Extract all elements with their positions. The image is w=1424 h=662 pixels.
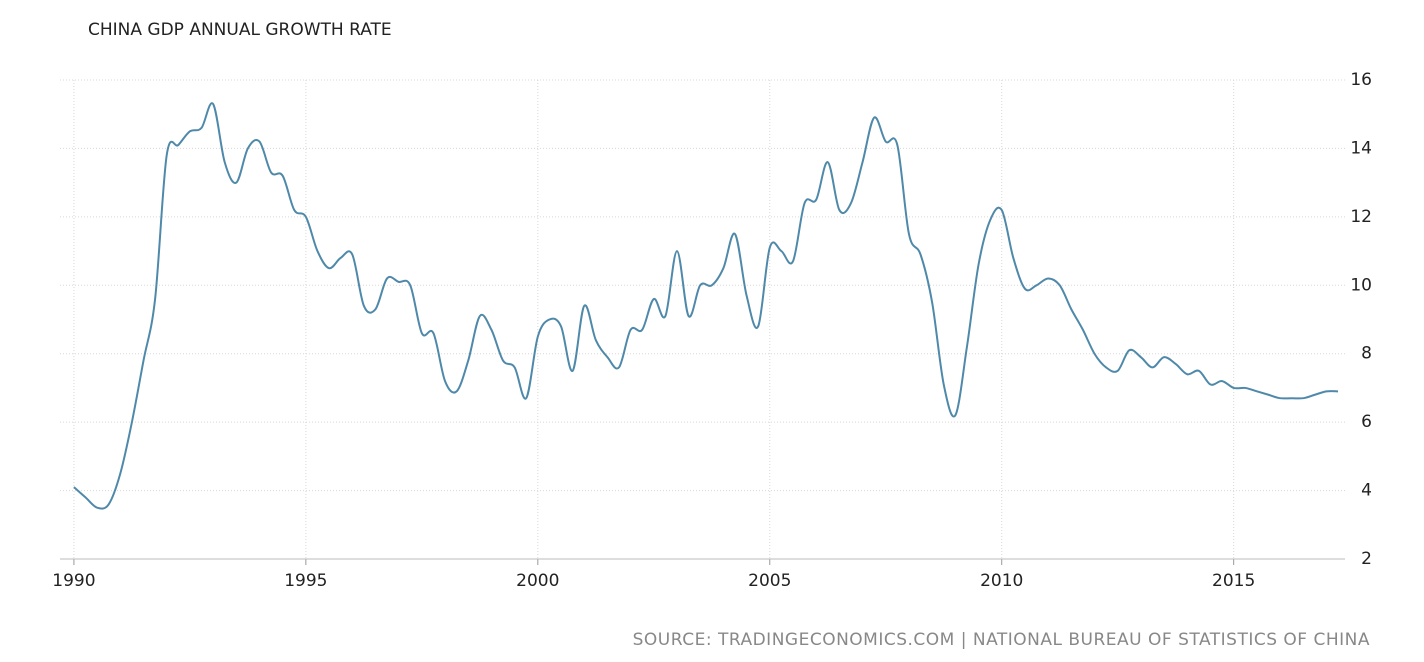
y-tick-label: 8 bbox=[1361, 344, 1372, 364]
x-tick-label: 1995 bbox=[284, 571, 327, 591]
x-tick-label: 2010 bbox=[980, 571, 1023, 591]
y-tick-label: 6 bbox=[1361, 412, 1372, 432]
x-tick-label: 1990 bbox=[52, 571, 95, 591]
y-tick-label: 4 bbox=[1361, 481, 1372, 501]
chart-title: CHINA GDP ANNUAL GROWTH RATE bbox=[88, 20, 392, 40]
y-tick-label: 12 bbox=[1350, 207, 1372, 227]
y-tick-label: 10 bbox=[1350, 275, 1372, 295]
x-tick-label: 2015 bbox=[1212, 571, 1255, 591]
y-tick-label: 16 bbox=[1350, 70, 1372, 90]
x-tick-label: 2000 bbox=[516, 571, 559, 591]
source: SOURCE: TRADINGECONOMICS.COM | NATIONAL … bbox=[633, 630, 1370, 650]
x-tick-label: 2005 bbox=[748, 571, 791, 591]
y-tick-label: 14 bbox=[1350, 138, 1372, 158]
line-series bbox=[73, 102, 1339, 510]
y-tick-label: 2 bbox=[1361, 549, 1372, 569]
